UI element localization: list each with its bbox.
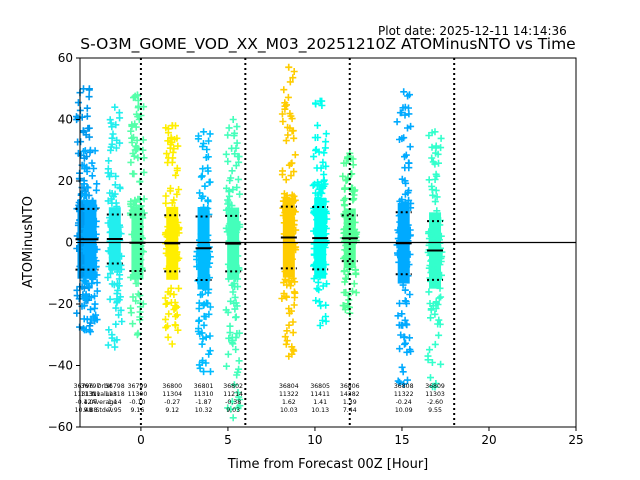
scatter-group-36798 [104,103,126,351]
stats-text: 10.13 [311,407,329,414]
stats-text: 11318 [105,391,125,398]
x-tick-label: 20 [481,433,496,447]
scatter-group-36800 [161,122,183,348]
scatter-point [339,149,361,317]
stats-text: 11313 [74,391,94,398]
scatter-point [126,91,148,339]
stats-text: 36798 [105,383,125,390]
stats-header-label: Average [92,399,118,406]
stats-text: 7.95 [108,407,122,414]
scatter-group-36801 [193,128,214,376]
stats-text: 11310 [194,391,214,398]
stats-text: 36805 [310,383,330,390]
stats-text: -1.87 [196,399,212,406]
stats-text: 11304 [162,391,182,398]
stats-text: 11322 [279,391,299,398]
scatter-point [393,88,415,388]
stats-header-label: Stdev [95,407,113,414]
scatter-point [309,97,331,329]
scatter-group-36808 [393,88,415,388]
stats-text: 1.62 [282,399,296,406]
stats-text: 9.12 [165,407,179,414]
stats-text: 36809 [425,383,445,390]
stats-text: -0.42 [75,399,91,406]
x-tick-label: 0 [137,433,145,447]
stats-text: 9.55 [428,407,442,414]
stats-header-label: Orbit [97,383,113,390]
scatter-group-36802 [222,116,244,422]
x-axis-label: Time from Forecast 00Z [Hour] [227,457,429,472]
stats-text: 36804 [279,383,299,390]
stats-text: 36799 [128,383,148,390]
stats-text: 1.07 [84,399,98,406]
stats-text: 36800 [162,383,182,390]
stats-text: 10.32 [195,407,213,414]
stats-text: 11311 [81,391,101,398]
stats-text: -0.24 [396,399,412,406]
stats-text: 36802 [223,383,243,390]
plot-date: Plot date: 2025-12-11 14:14:36 [378,24,567,38]
stats-text: 11411 [310,391,330,398]
reference-lines [80,58,576,427]
stats-text: -0.27 [164,399,180,406]
y-tick-label: 20 [58,174,73,188]
stats-text: 11214 [223,391,243,398]
scatter-group-36799 [126,91,148,339]
stats-text: 14382 [340,391,360,398]
stats-text: 10.48 [75,407,93,414]
scatter-point [222,116,244,422]
scatter-point [80,146,101,336]
stats-text: -0.38 [225,399,241,406]
y-tick-label: 0 [65,236,73,250]
scatter-point [278,63,300,360]
stats-text: 1.39 [343,399,357,406]
stats-text: 9.16 [131,407,145,414]
stats-text: 36796 [74,383,94,390]
x-tick-label: 15 [394,433,409,447]
y-axis-label: ATOMinusNTO [21,196,36,288]
chart-title: S-O3M_GOME_VOD_XX_M03_20251210Z ATOMinus… [80,35,576,53]
x-tick-label: 25 [568,433,583,447]
stats-text: 1.14 [108,399,122,406]
stats-text: 9.88 [84,407,98,414]
scatter-point [193,128,214,376]
stats-text: 1.41 [313,399,327,406]
stats-text: 36808 [394,383,414,390]
scatter-group-36809 [424,128,446,391]
y-tick-label: 60 [58,51,73,65]
y-tick-label: −40 [48,359,73,373]
stats-text: -0.10 [129,399,145,406]
stats-text: 36806 [340,383,360,390]
stats-text: -2.60 [427,399,443,406]
data-points [73,63,446,422]
scatter-point [424,128,446,391]
stats-text: 10.03 [280,407,298,414]
stats-text: 36801 [194,383,214,390]
y-tick-label: 40 [58,113,73,127]
scatter-group-36804 [278,63,300,360]
y-tick-label: −20 [48,297,73,311]
stats-header-label: Nvalues [92,391,117,398]
stats-text: 10.09 [395,407,413,414]
stats-text: 11303 [425,391,445,398]
stats-text: 7.44 [343,407,357,414]
axes: 0 5 10 15 20 25 −60 −40 −20 0 20 40 60 [48,51,584,447]
scatter-point [104,103,126,351]
scatter-group-36797 [80,146,101,336]
stats-text: 9.03 [226,407,240,414]
stats-text: 36797 [81,383,101,390]
scatter-point [161,122,183,348]
y-tick-label: −60 [48,420,73,434]
stats-text: 11322 [394,391,414,398]
scatter-group-36805 [309,97,331,329]
stats-text: 11300 [128,391,148,398]
x-tick-label: 10 [307,433,322,447]
x-tick-label: 5 [224,433,232,447]
